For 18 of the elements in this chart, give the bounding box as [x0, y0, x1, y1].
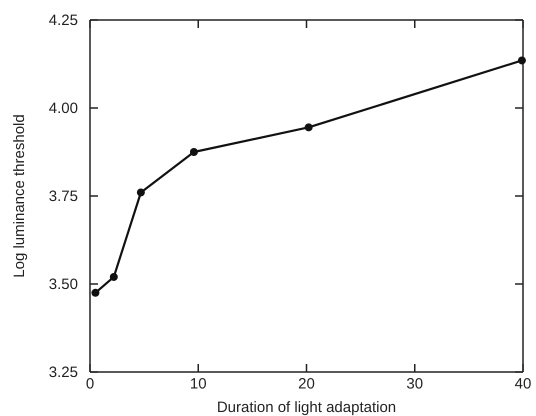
y-axis-title: Log luminance threshold	[11, 114, 28, 278]
y-tick-label: 4.00	[48, 100, 78, 117]
y-tick-label: 4.25	[48, 12, 78, 29]
y-tick-label: 3.25	[48, 364, 78, 381]
y-tick-label: 3.50	[48, 276, 78, 293]
y-tick-label: 3.75	[48, 188, 78, 205]
x-axis-title: Duration of light adaptation	[216, 399, 396, 416]
x-tick-label: 40	[514, 376, 532, 393]
point	[136, 188, 145, 196]
point	[518, 56, 526, 64]
x-tick-label: 10	[190, 376, 207, 393]
point	[190, 148, 198, 156]
point	[91, 288, 100, 297]
point	[110, 272, 118, 281]
point	[304, 123, 313, 132]
x-tick-label: 20	[298, 376, 315, 393]
x-tick-label: 30	[406, 376, 424, 393]
x-tick-label: 0	[86, 376, 94, 393]
